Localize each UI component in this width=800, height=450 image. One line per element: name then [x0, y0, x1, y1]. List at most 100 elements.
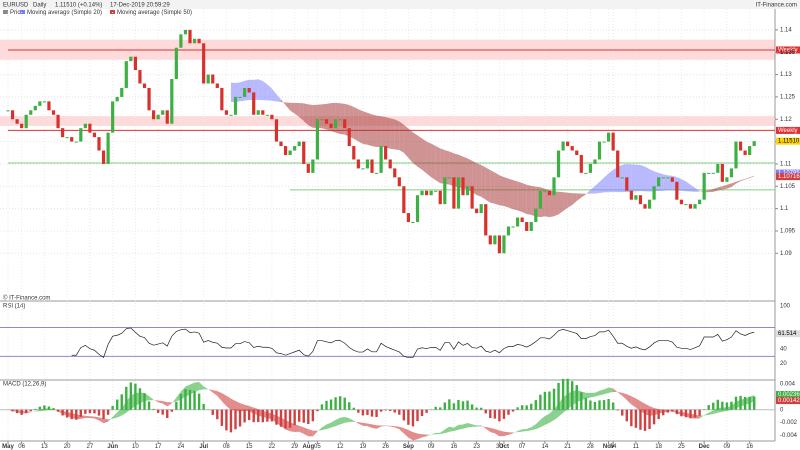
candle [261, 110, 265, 115]
candle [352, 146, 356, 160]
macd-hist [293, 409, 296, 426]
macd-fill [463, 422, 468, 429]
macd-hist [143, 393, 146, 410]
x-tick-label: 18 [655, 444, 662, 450]
x-tick-label: 22 [269, 444, 276, 450]
candle [51, 110, 56, 115]
macd-fill [94, 416, 99, 421]
macd-fill [317, 427, 322, 432]
candle [115, 96, 119, 102]
ma-cloud [417, 135, 423, 170]
x-tick-label: Oct [499, 444, 509, 450]
candle [101, 150, 106, 164]
candle [365, 159, 370, 169]
macd-hist [616, 409, 619, 411]
macd-fill [617, 392, 623, 396]
macd-hist [530, 403, 533, 410]
macd-fill [513, 430, 518, 434]
y-tick-label: 1.1 [780, 206, 789, 212]
macd-hist [589, 400, 592, 410]
candle [6, 110, 10, 112]
candle [211, 74, 215, 84]
macd-hist [120, 394, 123, 410]
candle [233, 96, 238, 115]
macd-fill [613, 388, 618, 393]
macd-fill [312, 430, 318, 437]
macd-hist [325, 400, 328, 410]
candle [420, 190, 424, 196]
macd-hist [639, 409, 642, 430]
macd-fill [376, 425, 382, 429]
candle [502, 235, 506, 254]
ma-cloud [362, 111, 368, 145]
x-tick-label: Nov [603, 444, 615, 450]
macd-hist [730, 401, 733, 410]
ma-cloud [476, 163, 482, 197]
ma-cloud [490, 170, 495, 204]
macd-tick-label: -0.004 [780, 433, 798, 439]
ma-cloud [262, 81, 268, 101]
macd-hist [361, 409, 365, 416]
ma-cloud [440, 148, 445, 185]
candle [475, 208, 479, 214]
macd-fill [585, 392, 591, 399]
ma-cloud [390, 118, 395, 150]
level-tag [776, 46, 800, 54]
macd-hist [370, 409, 374, 417]
macd-hist [129, 382, 133, 410]
ma-cloud [517, 181, 523, 212]
value-tag-label: 61.514 [778, 331, 797, 337]
macd-fill [631, 396, 636, 408]
macd-fill [608, 387, 614, 393]
candle [288, 150, 292, 155]
macd-fill [695, 414, 700, 419]
macd-fill [435, 432, 441, 435]
ma-cloud [426, 141, 432, 178]
x-tick-label: 29 [291, 444, 298, 450]
macd-fill [481, 425, 486, 429]
candle [443, 177, 447, 205]
candle [170, 79, 174, 124]
x-tick-label: Jun [107, 444, 118, 450]
legend-swatch [20, 10, 25, 14]
level-label: Weekly [778, 48, 798, 54]
ma-cloud [399, 121, 404, 153]
candle [629, 190, 633, 200]
macd-fill [235, 401, 241, 412]
ma-cloud [294, 102, 300, 118]
ma-cloud [299, 102, 304, 122]
macd-hist [384, 409, 387, 411]
rsi-tick-label: 20 [780, 361, 787, 367]
ma-cloud [385, 117, 391, 149]
macd-fill [626, 394, 632, 405]
ma-cloud [331, 102, 336, 133]
candle [202, 43, 206, 84]
ma-cloud [372, 114, 377, 147]
ma-cloud [481, 165, 486, 200]
candle [434, 190, 438, 192]
candle [670, 177, 674, 182]
candle [83, 123, 87, 129]
candle [602, 141, 606, 143]
macd-fill [335, 417, 341, 427]
x-tick-label: Aug [302, 444, 314, 450]
candle [29, 110, 33, 115]
macd-fill [372, 424, 377, 429]
macd-hist [561, 378, 565, 410]
candle [547, 190, 552, 196]
candle [566, 141, 570, 147]
macd-hist [539, 394, 542, 410]
macd-fill [522, 428, 527, 432]
macd-fill [230, 398, 236, 411]
ma-cloud [635, 164, 641, 192]
ma-cloud [444, 150, 450, 185]
rsi-tick-label: 40 [780, 347, 787, 353]
macd-fill [431, 432, 436, 435]
ma-cloud [572, 193, 577, 206]
candle [625, 177, 629, 191]
macd-hist [52, 408, 55, 410]
candle [38, 101, 42, 106]
candle [429, 190, 433, 196]
y-tick-label: 1.105 [780, 184, 796, 190]
y-tick-label: 1.13 [780, 72, 792, 78]
